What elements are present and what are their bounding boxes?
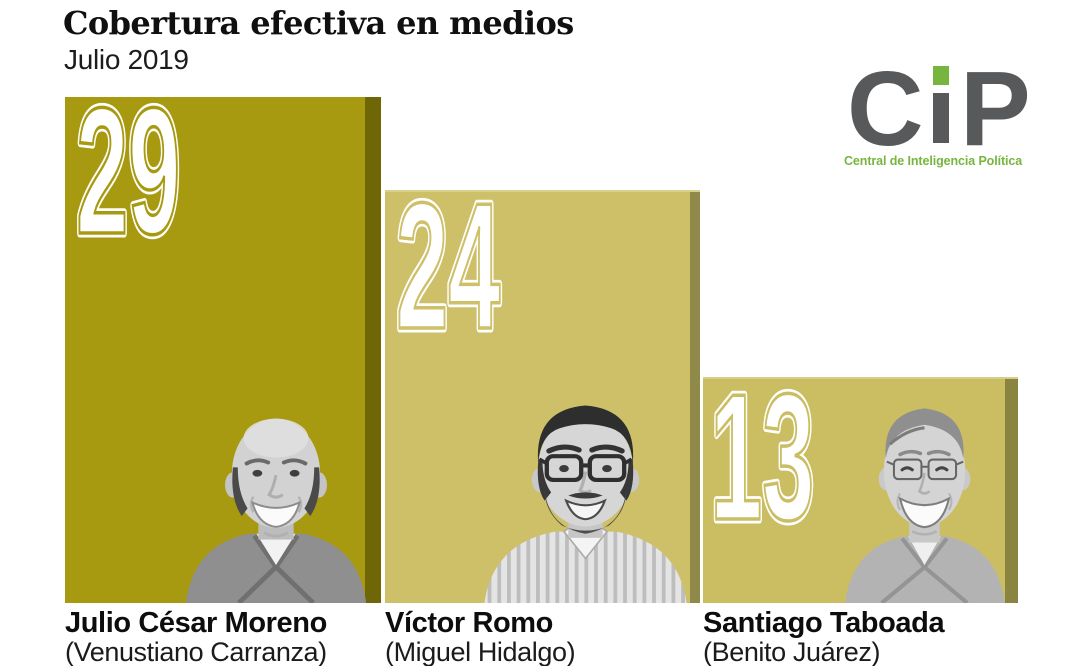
logo-tagline: Central de Inteligencia Política [844,154,1023,168]
bar-value-24: 24 24 [393,196,504,346]
portrait-photo-julio-cesar-moreno [185,418,367,603]
bar-victor-romo: 24 24 [385,190,700,603]
logo-letter-c: C [847,50,924,158]
bar-value-13: 13 13 [707,387,818,537]
bar-value-white-layer: 29 [76,101,180,251]
bar-santiago-taboada: 13 13 [703,377,1018,603]
bar-value-white-layer: 24 [396,196,500,346]
person-district: (Venustiano Carranza) [65,637,327,666]
logo-letter-i-stem [933,93,949,143]
bar-value-white-layer: 13 [710,387,814,537]
person-district: (Benito Juárez) [703,637,881,666]
page-title: Cobertura efectiva en medios [63,4,574,42]
label-julio-cesar-moreno: Julio César Moreno (Venustiano Carranza) [65,608,327,666]
bar-value-inline-stripe: 29 [76,101,180,251]
bar-shadow-edge [1005,379,1018,603]
page-subtitle: Julio 2019 [64,44,189,75]
label-victor-romo: Víctor Romo (Miguel Hidalgo) [385,607,576,666]
bar-value-29: 29 29 [73,101,184,251]
portrait-photo-victor-romo [484,405,687,603]
bar-shadow-edge [365,97,381,603]
person-name: Julio César Moreno [65,607,327,639]
person-name: Santiago Taboada [703,607,945,639]
bar-shadow-edge [690,192,700,603]
person-district: (Miguel Hidalgo) [385,637,576,666]
portrait-photo-santiago-taboada [845,408,1005,603]
bar-value-inline-stripe: 13 [710,387,814,537]
logo-letter-p: P [960,50,1031,158]
logo-letter-i-dot [933,66,949,85]
bar-value-inline-stripe: 24 [396,196,500,346]
cip-logo-icon: C P [847,50,1031,158]
label-santiago-taboada: Santiago Taboada (Benito Juárez) [703,607,945,666]
person-name: Víctor Romo [385,607,553,639]
bar-julio-cesar-moreno: 29 29 [65,97,381,603]
